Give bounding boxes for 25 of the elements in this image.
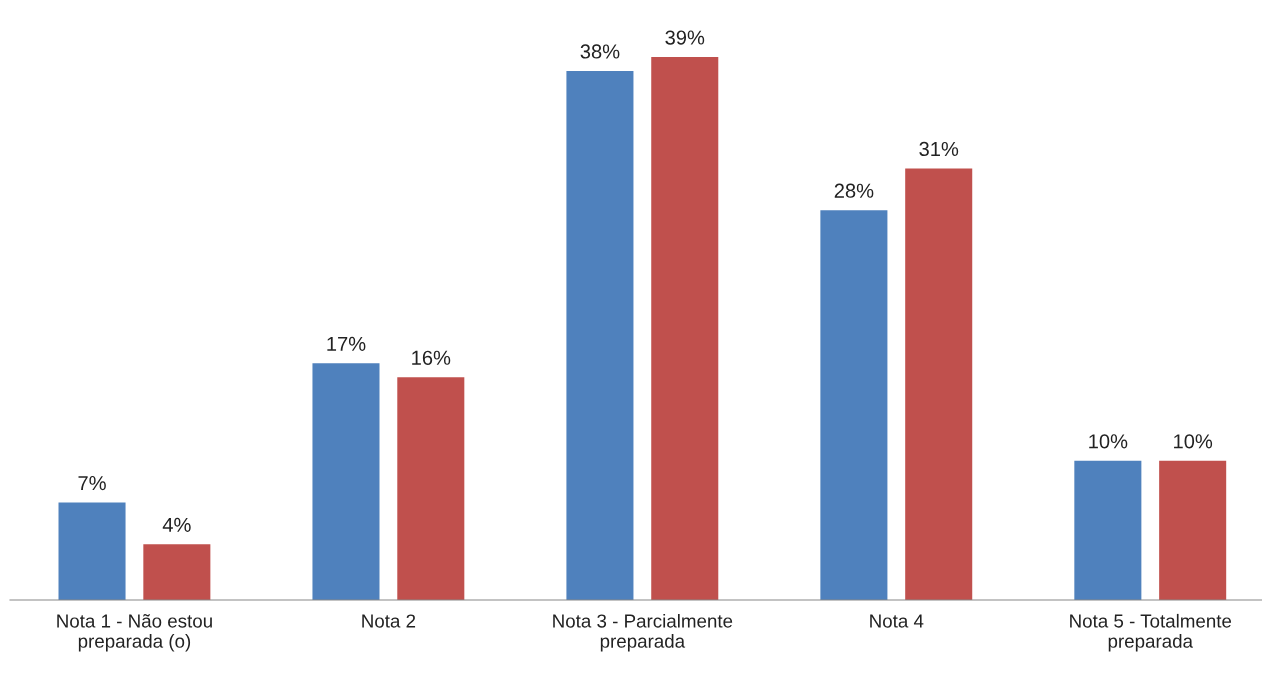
data-label: 31% (919, 141, 959, 157)
bar (1074, 460, 1142, 600)
data-label: 39% (665, 30, 705, 45)
x-tick-label: Nota 5 - Totalmente preparada (1070, 613, 1232, 652)
x-tick-label: Nota 4 (870, 614, 924, 628)
data-label: 10% (1089, 434, 1128, 449)
data-label: 16% (412, 350, 451, 365)
data-label: 4% (162, 517, 191, 532)
x-tick-label: Nota 3 - Parcialmente preparada (553, 613, 733, 652)
x-tick-label: Nota 1 - Não estou preparada (o) (57, 614, 212, 652)
bar (566, 70, 634, 600)
data-label: 10% (1174, 434, 1213, 449)
bar (143, 544, 211, 600)
data-label: 38% (580, 44, 620, 59)
x-tick-label: Nota 2 (362, 614, 416, 628)
bar (651, 57, 719, 600)
bar (820, 210, 888, 600)
bar (312, 363, 380, 600)
bar (905, 168, 973, 600)
data-label: 28% (834, 183, 874, 198)
bar (397, 377, 465, 600)
bar (58, 502, 126, 600)
bar (1159, 460, 1227, 600)
data-label: 17% (327, 336, 366, 351)
data-label: 7% (78, 476, 106, 491)
